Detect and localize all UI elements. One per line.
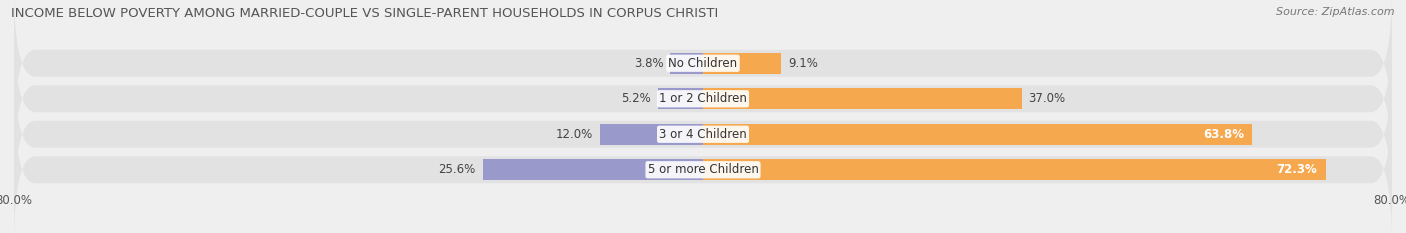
Text: 63.8%: 63.8%	[1202, 128, 1244, 141]
Text: Source: ZipAtlas.com: Source: ZipAtlas.com	[1277, 7, 1395, 17]
Bar	[671, 53, 703, 74]
FancyBboxPatch shape	[14, 59, 1392, 209]
Bar	[703, 89, 1022, 109]
Text: 3 or 4 Children: 3 or 4 Children	[659, 128, 747, 141]
Bar	[703, 53, 782, 74]
Text: 3.8%: 3.8%	[634, 57, 664, 70]
Text: 9.1%: 9.1%	[789, 57, 818, 70]
Bar	[658, 89, 703, 109]
FancyBboxPatch shape	[14, 0, 1392, 138]
Text: 12.0%: 12.0%	[555, 128, 593, 141]
Text: 5.2%: 5.2%	[621, 92, 651, 105]
Text: 1 or 2 Children: 1 or 2 Children	[659, 92, 747, 105]
Text: INCOME BELOW POVERTY AMONG MARRIED-COUPLE VS SINGLE-PARENT HOUSEHOLDS IN CORPUS : INCOME BELOW POVERTY AMONG MARRIED-COUPL…	[11, 7, 718, 20]
Text: 37.0%: 37.0%	[1029, 92, 1066, 105]
Bar	[599, 124, 703, 144]
Text: 25.6%: 25.6%	[439, 163, 475, 176]
Text: 5 or more Children: 5 or more Children	[648, 163, 758, 176]
Bar	[703, 159, 1326, 180]
Bar	[703, 124, 1253, 144]
Bar	[482, 159, 703, 180]
FancyBboxPatch shape	[14, 24, 1392, 174]
Text: 72.3%: 72.3%	[1277, 163, 1317, 176]
Text: No Children: No Children	[668, 57, 738, 70]
FancyBboxPatch shape	[14, 95, 1392, 233]
